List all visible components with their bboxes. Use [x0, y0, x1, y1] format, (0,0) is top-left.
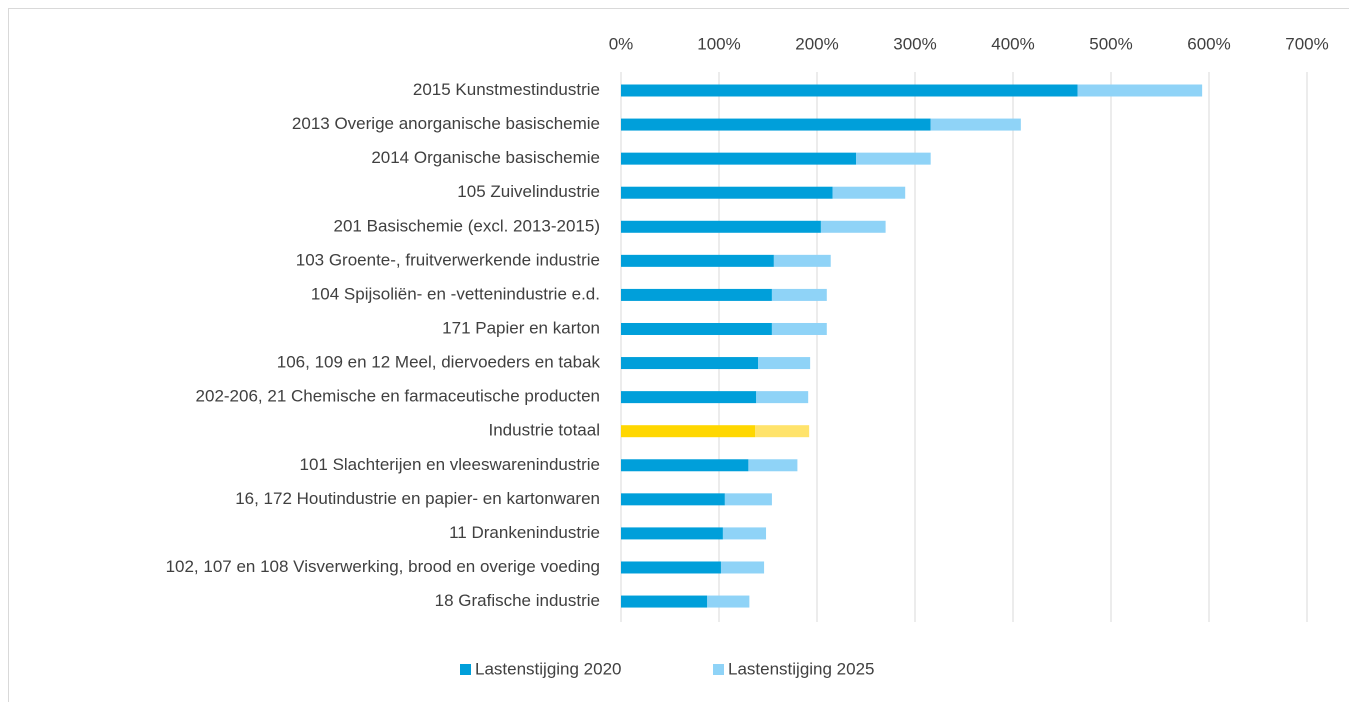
x-tick-label: 500% — [1089, 34, 1132, 53]
x-tick-label: 200% — [795, 34, 838, 53]
y-tick-label: 105 Zuivelindustrie — [457, 182, 600, 201]
y-tick-label: 2013 Overige anorganische basischemie — [292, 114, 600, 133]
bar-segment — [621, 391, 757, 404]
bar-segment — [621, 118, 931, 131]
bar-segment — [621, 322, 772, 335]
bar-segment — [621, 288, 772, 301]
bar-segment — [771, 322, 827, 335]
bar-segment — [722, 527, 767, 540]
y-tick-label: 2015 Kunstmestindustrie — [413, 80, 600, 99]
bar-segment — [720, 561, 765, 574]
legend-swatch — [460, 664, 471, 675]
bar-segment — [758, 357, 811, 370]
y-tick-label: 102, 107 en 108 Visverwerking, brood en … — [166, 557, 600, 576]
x-tick-label: 600% — [1187, 34, 1230, 53]
bar-segment — [621, 84, 1078, 97]
y-tick-label: 106, 109 en 12 Meel, diervoeders en taba… — [277, 353, 601, 372]
bar-segment — [773, 254, 831, 267]
bar-segment — [621, 493, 725, 506]
y-tick-label: 103 Groente-, fruitverwerkende industrie — [296, 250, 600, 269]
bar-segment — [621, 459, 749, 472]
bar-segment — [820, 220, 886, 233]
y-tick-label: 101 Slachterijen en vleeswarenindustrie — [299, 455, 600, 474]
legend-label: Lastenstijging 2020 — [475, 659, 622, 678]
bar-segment — [621, 186, 833, 199]
chart-frame — [8, 8, 1349, 702]
y-tick-label: 171 Papier en karton — [442, 318, 600, 337]
x-tick-label: 0% — [609, 34, 634, 53]
x-tick-label: 100% — [697, 34, 740, 53]
bar-segment — [621, 561, 721, 574]
y-tick-label: 11 Drankenindustrie — [449, 523, 600, 542]
legend-swatch — [713, 664, 724, 675]
legend-label: Lastenstijging 2025 — [728, 659, 875, 678]
bar-segment — [748, 459, 798, 472]
y-tick-label: 104 Spijsoliën- en -vettenindustrie e.d. — [311, 284, 600, 303]
bar-segment — [724, 493, 772, 506]
x-tick-label: 300% — [893, 34, 936, 53]
bar-segment — [856, 152, 931, 165]
y-tick-label: 201 Basischemie (excl. 2013-2015) — [334, 216, 600, 235]
bar-segment — [832, 186, 906, 199]
bar-segment — [621, 595, 708, 608]
bar-segment — [1077, 84, 1203, 97]
y-tick-label: 16, 172 Houtindustrie en papier- en kart… — [235, 489, 600, 508]
bar-segment — [621, 254, 774, 267]
bar-segment — [930, 118, 1021, 131]
bar-segment — [621, 357, 759, 370]
bar-segment — [755, 425, 810, 438]
y-tick-label: 2014 Organische basischemie — [371, 148, 600, 167]
bar-segment — [621, 220, 821, 233]
bar-segment — [771, 288, 827, 301]
bar-segment — [756, 391, 809, 404]
bar-segment — [621, 527, 723, 540]
y-tick-label: 202-206, 21 Chemische en farmaceutische … — [196, 387, 600, 406]
bar-segment — [621, 425, 756, 438]
x-tick-label: 400% — [991, 34, 1034, 53]
x-tick-label: 700% — [1285, 34, 1328, 53]
y-tick-label: Industrie totaal — [488, 421, 600, 440]
y-tick-label: 18 Grafische industrie — [435, 591, 600, 610]
bar-segment — [621, 152, 857, 165]
bar-segment — [707, 595, 750, 608]
